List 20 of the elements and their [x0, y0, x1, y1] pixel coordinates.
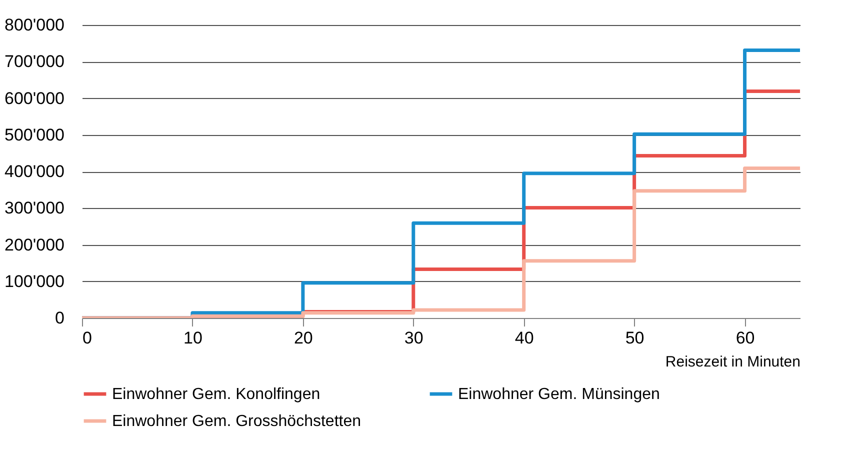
x-tick-label: 50	[625, 328, 644, 348]
x-axis-title: Reisezeit in Minuten	[665, 354, 800, 370]
legend-label: Einwohner Gem. Konolfingen	[112, 386, 320, 403]
legend-label: Einwohner Gem. Münsingen	[458, 386, 660, 403]
x-tick-label: 60	[736, 328, 755, 348]
x-tick-label: 30	[404, 328, 424, 348]
y-tick-label: 400'000	[4, 162, 64, 181]
y-tick-label: 300'000	[4, 198, 64, 218]
y-tick-label: 0	[55, 308, 64, 328]
x-tick-label: 0	[82, 328, 92, 348]
y-tick-label: 100'000	[4, 272, 64, 291]
y-tick-label: 800'000	[4, 16, 64, 34]
x-tick-label: 20	[294, 328, 313, 348]
x-tick-label: 40	[514, 328, 534, 348]
y-tick-label: 200'000	[4, 235, 64, 254]
y-tick-label: 600'000	[4, 88, 64, 108]
x-tick-label: 10	[184, 328, 202, 348]
legend-label: Einwohner Gem. Grosshöchstetten	[112, 413, 362, 430]
y-tick-label: 700'000	[4, 52, 64, 72]
y-tick-label: 500'000	[4, 125, 64, 144]
